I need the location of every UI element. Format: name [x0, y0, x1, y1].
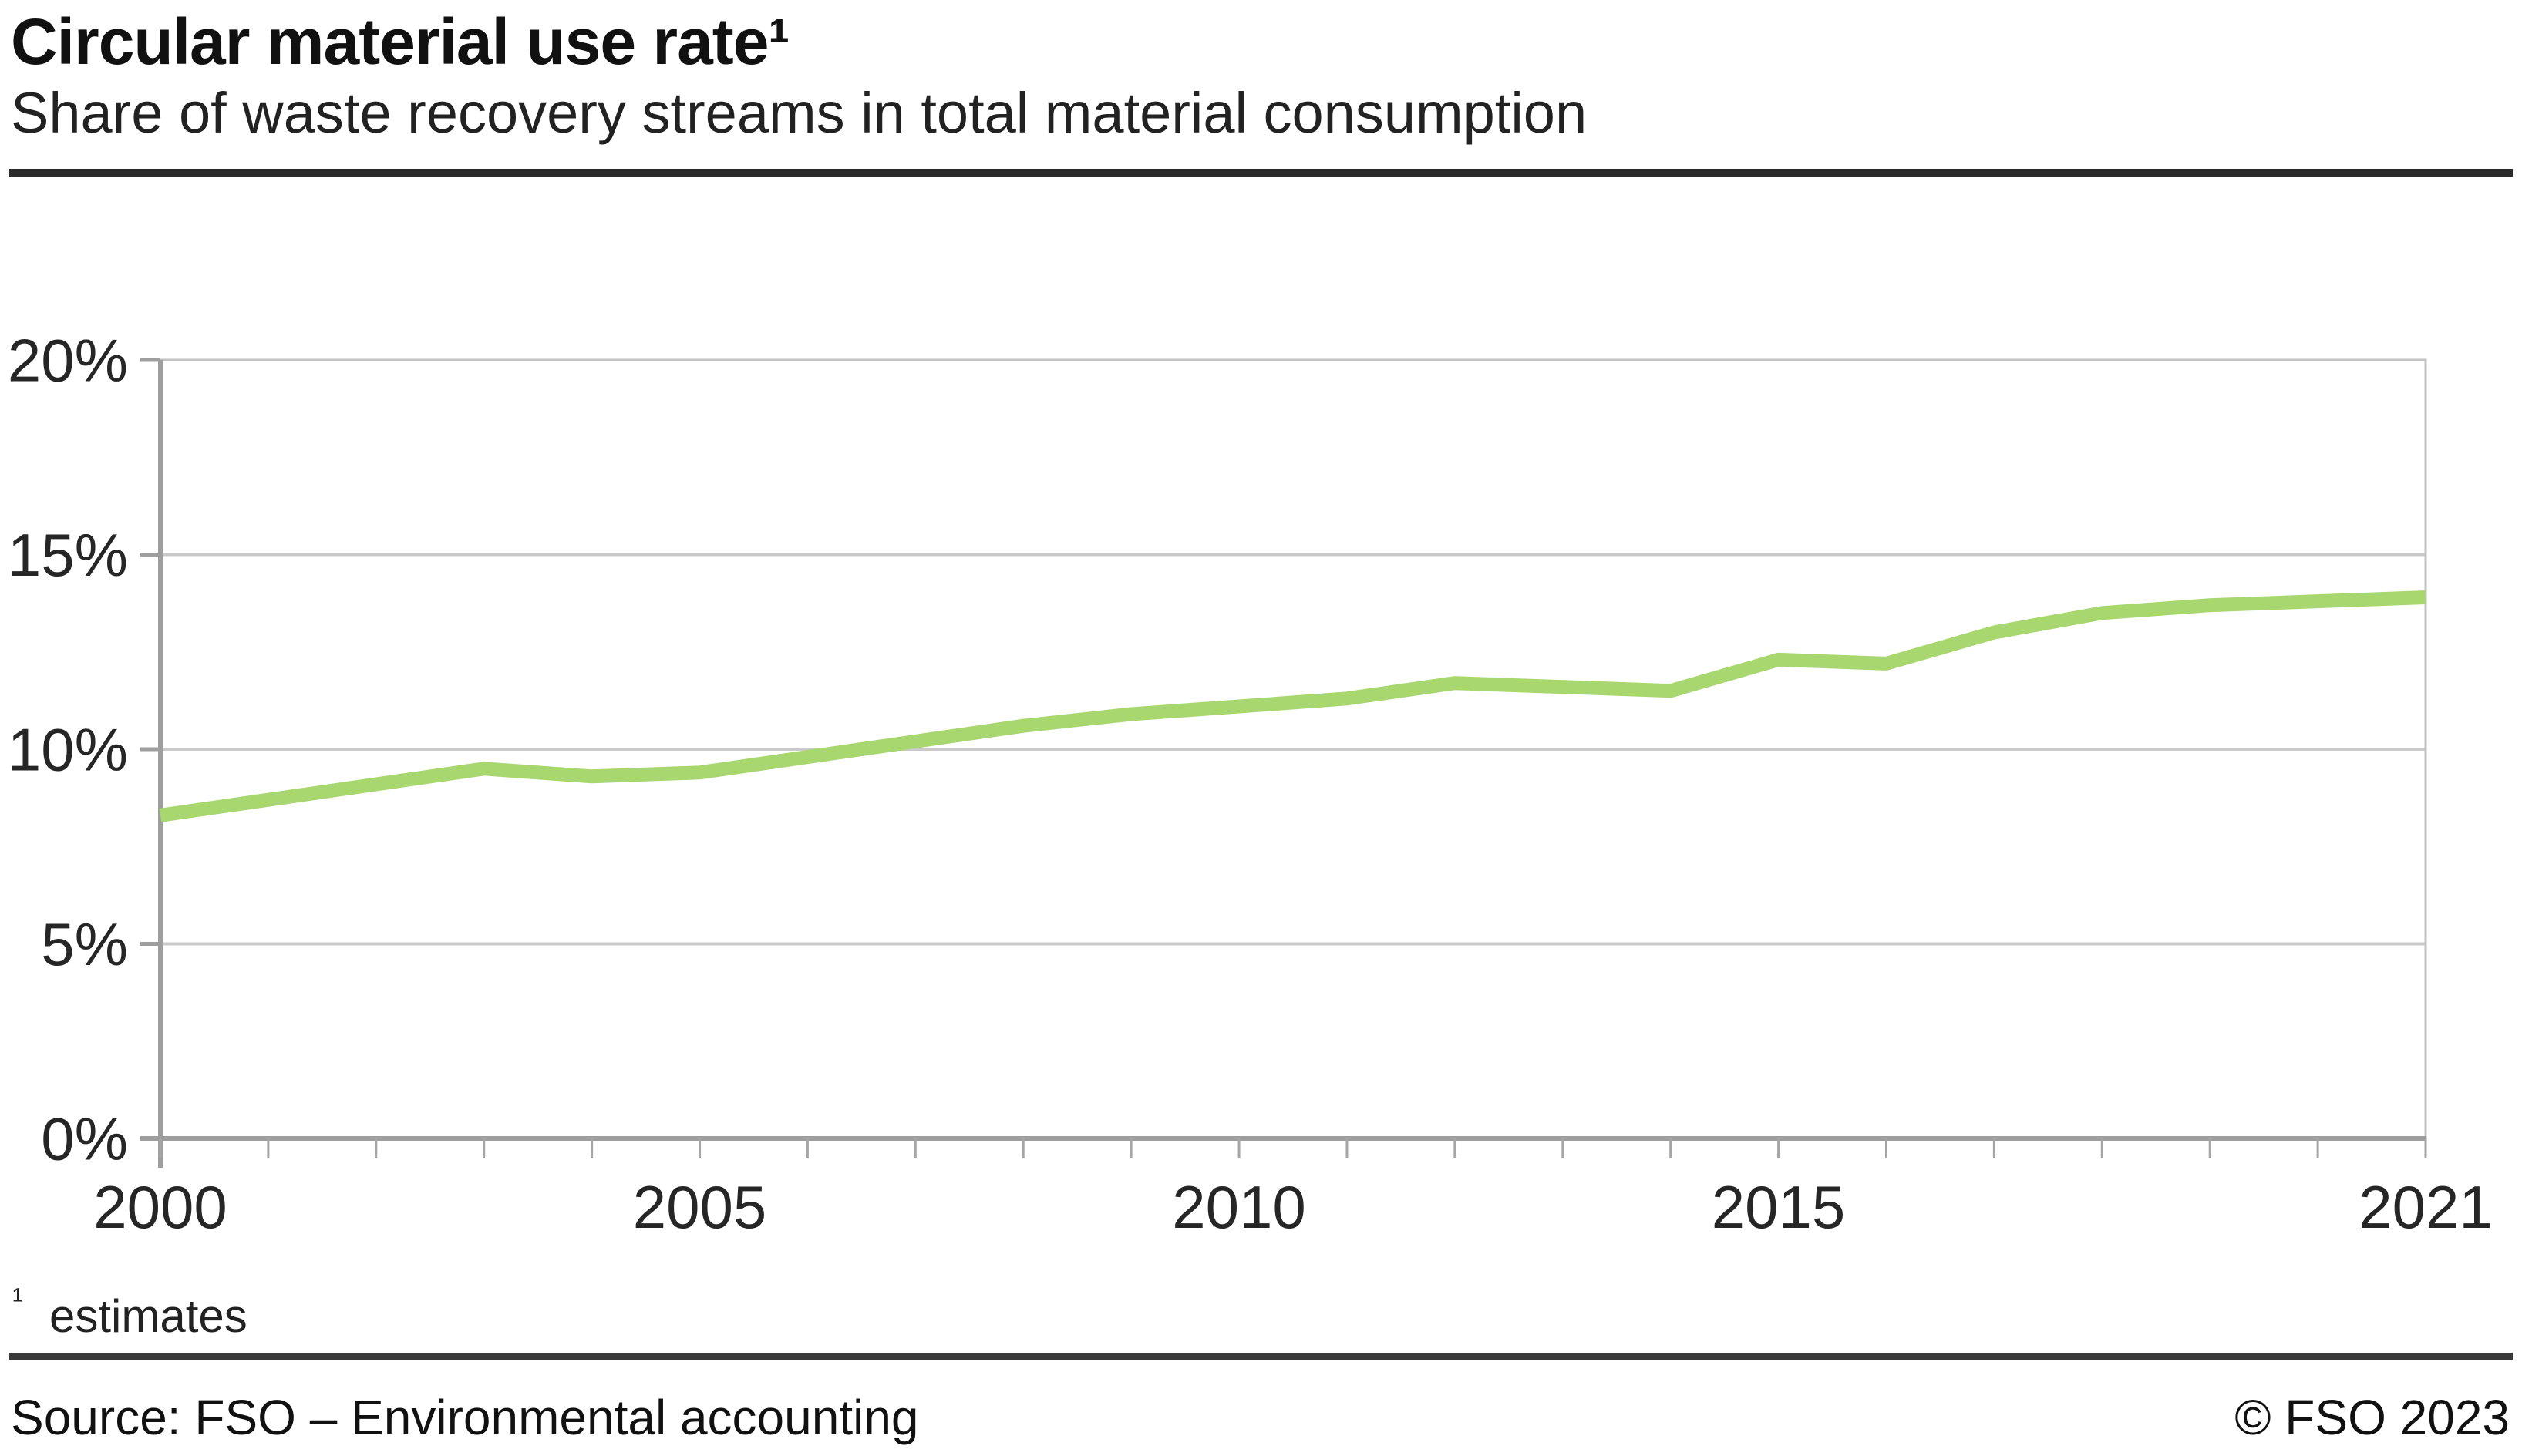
chart-title: Circular material use rate¹	[11, 5, 790, 78]
y-tick-label-5pct: 5%	[41, 910, 128, 978]
bottom-divider-rule	[9, 1353, 2513, 1360]
line-chart-plot-area: 0% 5% 10% 15% 20% 2000 2005 2010 2015 2021	[8, 326, 2493, 1241]
footnote-text: estimates	[49, 1290, 247, 1342]
data-series-line	[159, 590, 2426, 822]
chart-subtitle: Share of waste recovery streams in total…	[11, 81, 1588, 145]
x-tick-label-2010: 2010	[1172, 1173, 1306, 1241]
y-tick-label-0pct: 0%	[41, 1105, 128, 1172]
x-tick-label-2005: 2005	[633, 1173, 767, 1241]
copyright-notice: © FSO 2023	[2234, 1390, 2510, 1445]
top-divider-rule	[9, 169, 2513, 177]
footnote-marker: ¹	[12, 1281, 23, 1317]
y-tick-label-10pct: 10%	[8, 715, 128, 783]
y-tick-label-20pct: 20%	[8, 326, 128, 394]
x-tick-label-2021: 2021	[2359, 1173, 2493, 1241]
x-tick-label-2000: 2000	[93, 1173, 227, 1241]
footnote: ¹ estimates	[12, 1281, 247, 1343]
y-tick-label-15pct: 15%	[8, 521, 128, 589]
x-tick-label-2015: 2015	[1712, 1173, 1846, 1241]
source-attribution: Source: FSO – Environmental accounting	[11, 1390, 919, 1445]
